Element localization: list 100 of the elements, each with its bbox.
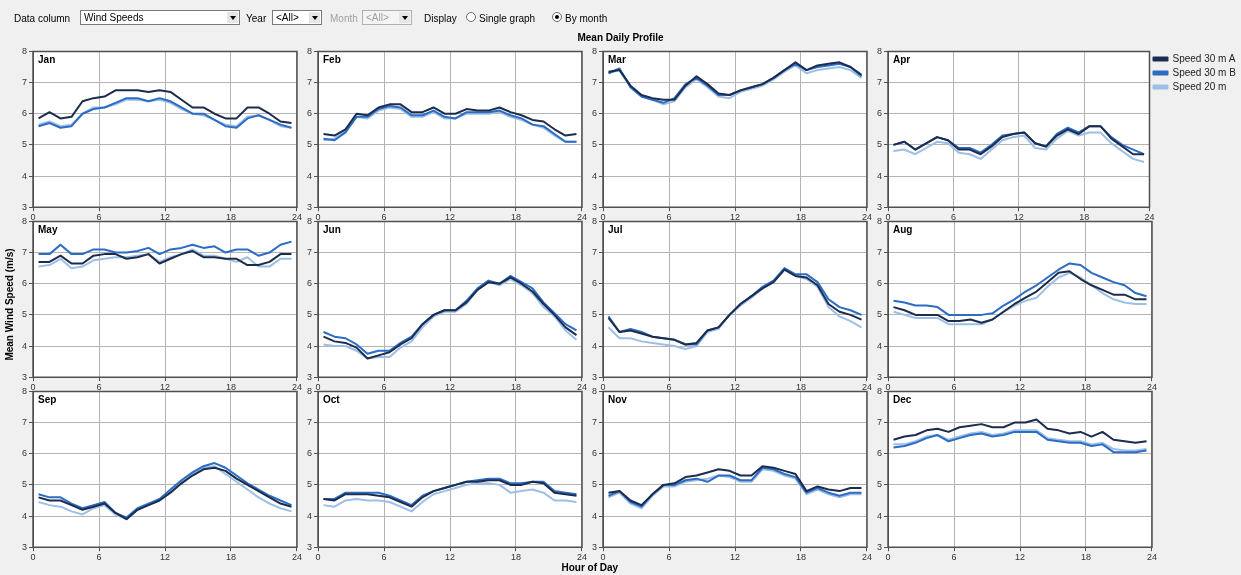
text: <All> — [276, 12, 299, 23]
x-tick-label: 18 — [795, 552, 807, 563]
x-tick-label: 12 — [729, 212, 741, 223]
legend-label: Speed 30 m B — [1172, 66, 1237, 78]
x-tick-label: 6 — [666, 382, 672, 393]
y-tick-label: 6 — [591, 448, 598, 459]
x-tick-label: 18 — [795, 382, 807, 393]
x-tick-label: 18 — [510, 552, 522, 563]
x-tick-label: 12 — [159, 552, 171, 563]
y-tick-label: 8 — [306, 215, 313, 226]
x-tick-label: 6 — [96, 552, 102, 563]
chart-title: Jan — [38, 54, 56, 66]
y-tick-label: 7 — [21, 247, 28, 258]
y-tick-label: 5 — [591, 139, 598, 150]
text: Wind Speeds — [84, 12, 144, 23]
chart-title: Feb — [323, 54, 341, 66]
y-tick-label: 6 — [21, 448, 28, 459]
text: Data column — [14, 12, 71, 25]
legend-label: Speed 30 m A — [1172, 52, 1236, 64]
chart-title: Nov — [608, 394, 628, 406]
x-tick-label: 18 — [510, 382, 522, 393]
y-tick-label: 5 — [306, 139, 313, 150]
y-tick-label: 7 — [876, 417, 883, 428]
x-tick-label: 12 — [444, 382, 456, 393]
x-tick-label: 18 — [1080, 552, 1092, 563]
y-tick-label: 5 — [306, 309, 313, 320]
x-tick-label: 18 — [1079, 212, 1090, 223]
legend-label: Speed 20 m — [1172, 80, 1227, 92]
y-tick-label: 7 — [591, 77, 598, 88]
y-tick-label: 4 — [21, 170, 28, 181]
y-tick-label: 7 — [591, 247, 598, 258]
x-tick-label: 18 — [225, 552, 237, 563]
y-tick-label: 3 — [591, 201, 598, 212]
y-tick-label: 7 — [306, 417, 313, 428]
x-tick-label: 24 — [291, 382, 302, 393]
y-tick-label: 6 — [876, 448, 883, 459]
x-tick-label: 6 — [96, 382, 102, 393]
y-tick-label: 4 — [306, 170, 313, 181]
x-tick-label: 6 — [381, 212, 387, 223]
y-tick-label: 5 — [21, 479, 28, 490]
x-tick-label: 24 — [1146, 552, 1157, 563]
chart-title: Aug — [893, 224, 913, 236]
x-tick-label: 18 — [795, 212, 807, 223]
x-tick-label: 24 — [861, 552, 872, 563]
x-tick-label: 0 — [885, 552, 891, 563]
y-tick-label: 8 — [21, 215, 28, 226]
text: Display — [424, 12, 457, 25]
y-tick-label: 6 — [876, 108, 883, 119]
y-tick-label: 5 — [591, 479, 598, 490]
x-tick-label: 6 — [381, 382, 387, 393]
y-tick-label: 7 — [21, 77, 28, 88]
chart-title: Oct — [323, 394, 341, 406]
x-tick-label: 18 — [225, 212, 237, 223]
x-tick-label: 24 — [1144, 212, 1155, 223]
y-tick-label: 4 — [21, 510, 28, 521]
y-tick-label: 7 — [876, 247, 883, 258]
x-tick-label: 24 — [291, 552, 302, 563]
chart-title: Jul — [608, 224, 623, 236]
y-tick-label: 3 — [591, 541, 598, 552]
y-tick-label: 8 — [591, 385, 598, 396]
y-tick-label: 5 — [21, 139, 28, 150]
text: <All> — [366, 12, 389, 23]
y-tick-label: 4 — [876, 510, 883, 521]
y-tick-label: 6 — [21, 108, 28, 119]
x-axis-title: Hour of Day — [561, 562, 619, 573]
x-tick-label: 0 — [30, 382, 36, 393]
x-tick-label: 0 — [885, 382, 891, 393]
y-tick-label: 6 — [21, 278, 28, 289]
y-tick-label: 6 — [591, 278, 598, 289]
y-tick-label: 5 — [591, 309, 598, 320]
y-tick-label: 5 — [876, 139, 883, 150]
y-tick-label: 5 — [876, 479, 883, 490]
chart-title: Dec — [893, 394, 912, 406]
y-tick-label: 5 — [306, 479, 313, 490]
y-tick-label: 4 — [876, 170, 883, 181]
x-tick-label: 18 — [1080, 382, 1092, 393]
x-tick-label: 0 — [600, 212, 606, 223]
y-tick-label: 8 — [21, 385, 28, 396]
y-tick-label: 4 — [21, 340, 28, 351]
y-tick-label: 7 — [876, 77, 883, 88]
y-tick-label: 8 — [876, 45, 883, 56]
x-tick-label: 12 — [444, 552, 456, 563]
x-tick-label: 18 — [225, 382, 237, 393]
chart-title: Sep — [38, 394, 57, 406]
y-tick-label: 4 — [591, 340, 598, 351]
x-tick-label: 24 — [576, 212, 587, 223]
y-tick-label: 8 — [591, 215, 598, 226]
y-tick-label: 3 — [21, 371, 28, 382]
x-tick-label: 12 — [159, 382, 171, 393]
x-tick-label: 0 — [600, 552, 606, 563]
chart-title: May — [38, 224, 58, 236]
y-tick-label: 4 — [591, 510, 598, 521]
chart-title: Jun — [323, 224, 341, 236]
text: Month — [330, 12, 358, 25]
y-tick-label: 3 — [876, 541, 883, 552]
x-tick-label: 24 — [1146, 382, 1157, 393]
x-tick-label: 12 — [1013, 212, 1024, 223]
x-tick-label: 24 — [576, 382, 587, 393]
y-tick-label: 4 — [876, 340, 883, 351]
y-tick-label: 8 — [306, 385, 313, 396]
